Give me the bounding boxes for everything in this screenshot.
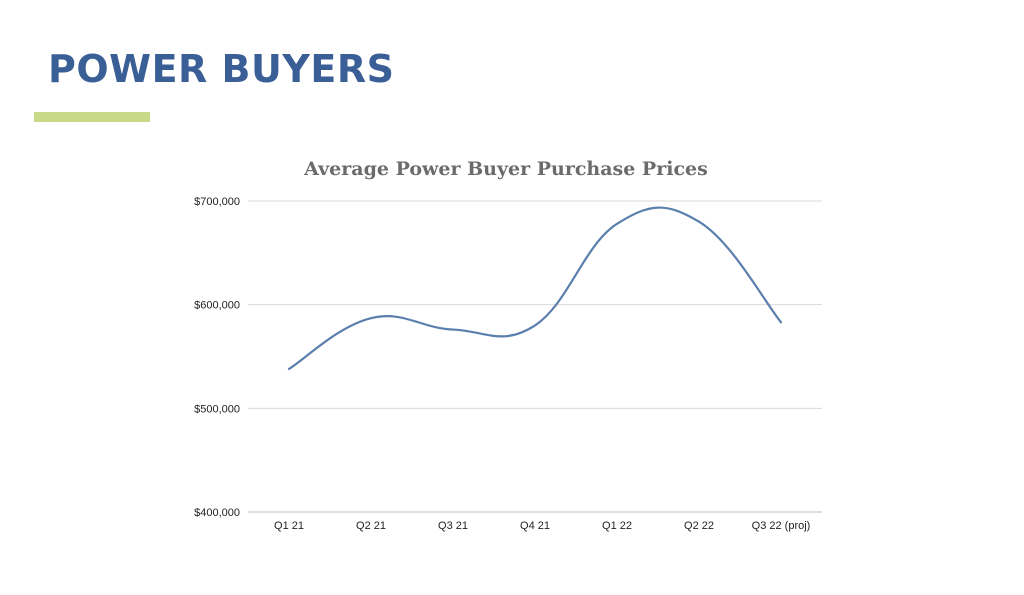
grid-lines xyxy=(248,200,822,513)
y-tick-label: $700,000 xyxy=(194,196,240,208)
series-lines xyxy=(287,206,783,371)
y-tick-label: $400,000 xyxy=(194,507,240,519)
x-axis-labels: Q1 21 Q2 21 Q3 21 Q4 21 Q1 22 Q2 22 Q3 22 (pro… xyxy=(274,520,810,532)
x-tick-label: Q1 21 xyxy=(274,520,304,532)
x-tick-label: Q2 22 xyxy=(684,520,714,532)
x-tick-label: Q4 21 xyxy=(520,520,550,532)
slide-title: POWER BUYERS xyxy=(48,47,395,91)
y-tick-label: $600,000 xyxy=(194,300,240,312)
x-tick-label: Q2 21 xyxy=(356,520,386,532)
x-tick-label: Q1 22 xyxy=(602,520,632,532)
chart-title: Average Power Buyer Purchase Prices xyxy=(303,158,708,180)
y-tick-label: $500,000 xyxy=(194,403,240,415)
x-tick-label: Q3 21 xyxy=(438,520,468,532)
series-line xyxy=(287,206,783,371)
x-tick-label: Q3 22 (proj) xyxy=(752,520,811,532)
y-axis-labels: $400,000 $500,000 $600,000 $700,000 xyxy=(194,196,240,519)
title-accent-bar xyxy=(34,112,150,122)
